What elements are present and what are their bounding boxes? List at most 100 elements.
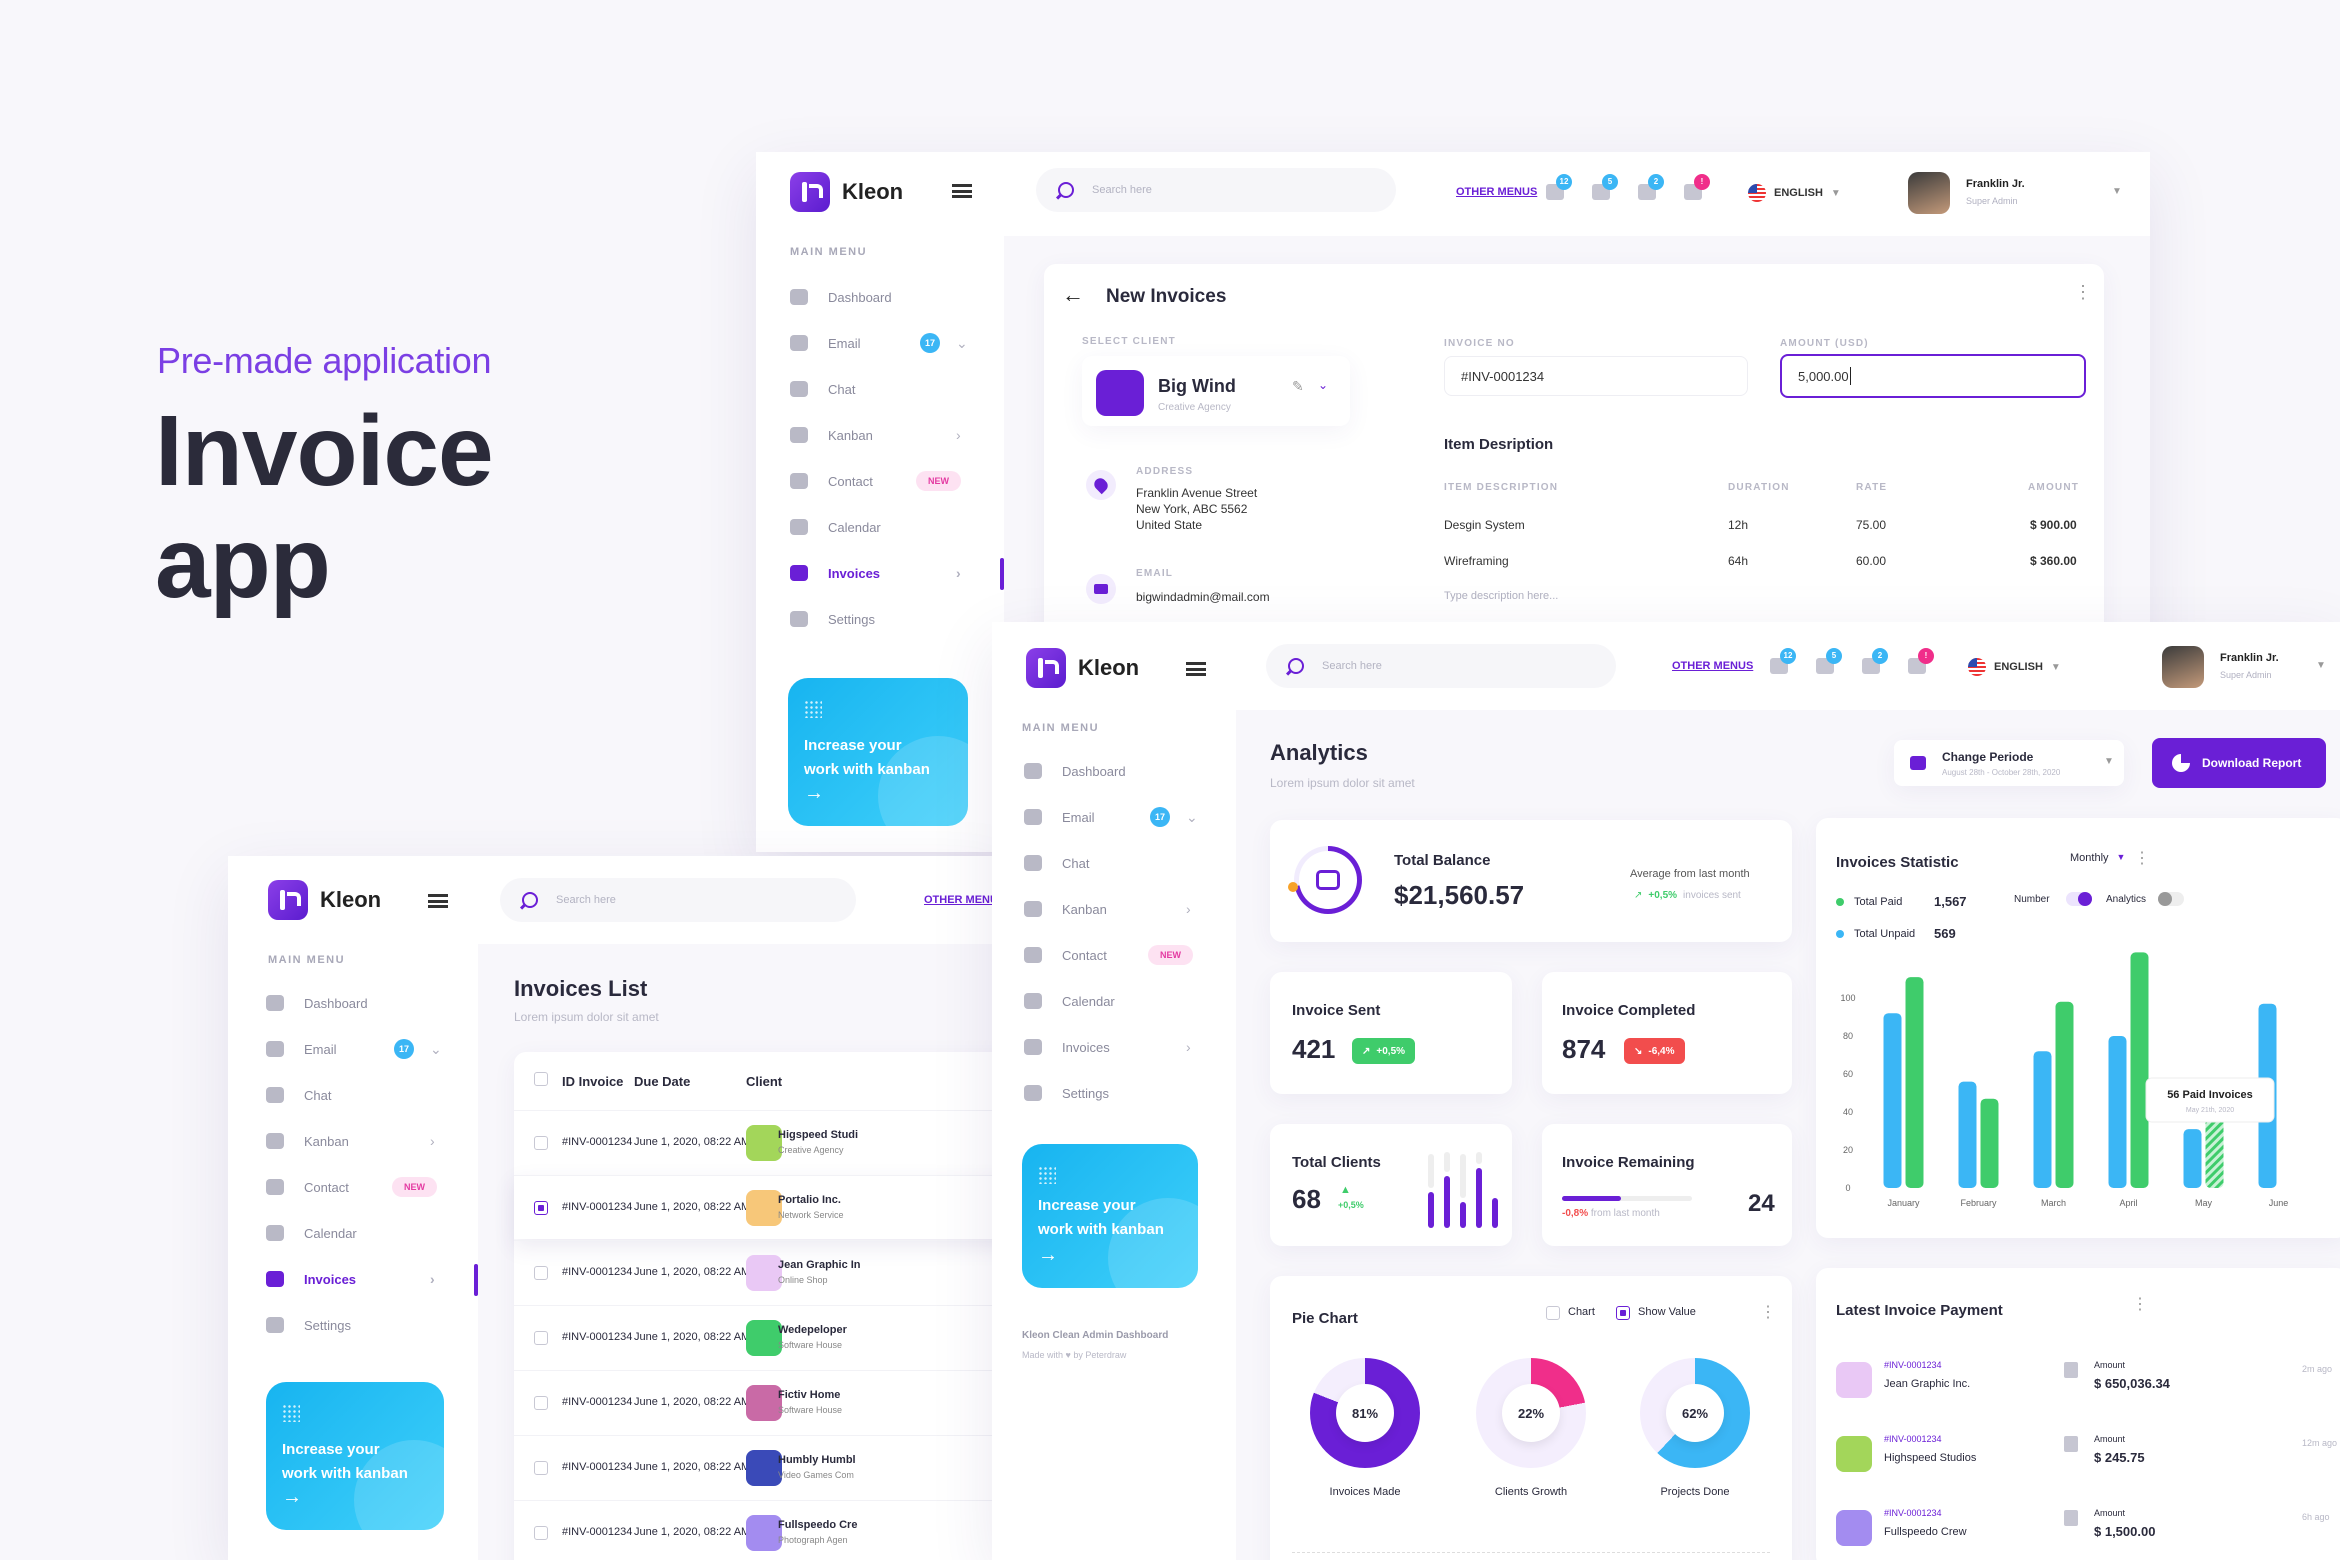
client-name: Big Wind: [1158, 376, 1236, 396]
language-label: ENGLISH: [1774, 187, 1823, 199]
sidebar-item-dashboard[interactable]: Dashboard: [756, 282, 1004, 312]
avatar[interactable]: [2162, 646, 2204, 688]
logo-icon: [268, 880, 308, 920]
sidebar-item-kanban[interactable]: Kanban ›: [228, 1126, 478, 1156]
table-row[interactable]: #INV-0001234 June 1, 2020, 08:22 AM Port…: [514, 1175, 1008, 1239]
sidebar-item-email[interactable]: Email 17 ⌄: [756, 328, 1004, 358]
row-checkbox[interactable]: [534, 1266, 548, 1280]
item-desc: Wireframing: [1444, 554, 1509, 568]
invoice-remaining-value: 24: [1748, 1190, 1775, 1217]
sidebar-item-invoices[interactable]: Invoices ›: [992, 1032, 1236, 1062]
amount-field[interactable]: 5,000.00: [1780, 354, 2086, 398]
gift-icon[interactable]: 5: [1592, 174, 1618, 200]
page-title: Invoices List: [514, 976, 648, 1001]
other-menus-link[interactable]: OTHER MENUS: [1672, 660, 1754, 672]
kanban-promo-card[interactable]: Increase your work with kanban →: [1022, 1144, 1198, 1288]
invoice-id: #INV-0001234: [562, 1331, 633, 1343]
sidebar-item-calendar[interactable]: Calendar: [756, 512, 1004, 542]
sidebar-item-chat[interactable]: Chat: [228, 1080, 478, 1110]
sidebar-item-settings[interactable]: Settings: [228, 1310, 478, 1340]
bell-icon[interactable]: 12: [1546, 174, 1572, 200]
language-select[interactable]: ENGLISH ▼: [1748, 184, 1841, 202]
sidebar-item-settings[interactable]: Settings: [756, 604, 1004, 634]
menu-toggle-icon[interactable]: [952, 184, 972, 198]
sidebar-item-contact[interactable]: Contact NEW: [228, 1172, 478, 1202]
analytics-toggle[interactable]: Analytics: [2106, 892, 2185, 906]
other-menus-link[interactable]: OTHER MENUS: [1456, 186, 1538, 198]
more-options-icon[interactable]: ⋮: [2134, 850, 2150, 867]
col-amount: AMOUNT: [2028, 482, 2080, 493]
search-input[interactable]: Search here: [1036, 168, 1396, 212]
chevron-down-icon[interactable]: ▼: [2112, 186, 2122, 197]
sidebar-item-chat[interactable]: Chat: [992, 848, 1236, 878]
sidebar-item-contact[interactable]: Contact NEW: [756, 466, 1004, 496]
sidebar-item-label: Contact: [828, 473, 873, 489]
cart-icon[interactable]: !: [1684, 174, 1710, 200]
table-row[interactable]: #INV-0001234 June 1, 2020, 08:22 AM Jean…: [514, 1240, 1008, 1304]
table-row[interactable]: #INV-0001234 June 1, 2020, 08:22 AM Full…: [514, 1500, 1008, 1560]
chart-checkbox[interactable]: [1546, 1306, 1560, 1320]
table-row[interactable]: #INV-0001234 June 1, 2020, 08:22 AM Wede…: [514, 1305, 1008, 1369]
payment-row[interactable]: #INV-0001234 Fullspeedo Crew Amount $ 1,…: [1816, 1504, 2340, 1560]
back-arrow-icon[interactable]: ←: [1062, 282, 1084, 307]
table-row[interactable]: #INV-0001234 June 1, 2020, 08:22 AM Humb…: [514, 1435, 1008, 1499]
message-icon[interactable]: 2: [1638, 174, 1664, 200]
sidebar-item-kanban[interactable]: Kanban ›: [992, 894, 1236, 924]
language-select[interactable]: ENGLISH ▼: [1968, 658, 2061, 676]
invoice-no-field[interactable]: #INV-0001234: [1444, 356, 1748, 396]
sidebar-item-calendar[interactable]: Calendar: [228, 1218, 478, 1248]
bell-icon[interactable]: 12: [1770, 648, 1796, 674]
sidebar-item-email[interactable]: Email 17 ⌄: [228, 1034, 478, 1064]
sidebar-item-chat[interactable]: Chat: [756, 374, 1004, 404]
cart-icon[interactable]: !: [1908, 648, 1934, 674]
payment-row[interactable]: #INV-0001234 Jean Graphic Inc. Amount $ …: [1816, 1356, 2340, 1420]
item-rate: 60.00: [1856, 554, 1887, 568]
row-checkbox[interactable]: [534, 1201, 548, 1215]
sidebar-item-dashboard[interactable]: Dashboard: [992, 756, 1236, 786]
amount-label: Amount: [2094, 1434, 2126, 1444]
select-all-checkbox[interactable]: [534, 1072, 548, 1086]
search-input[interactable]: Search here: [500, 878, 856, 922]
sidebar-item-email[interactable]: Email 17 ⌄: [992, 802, 1236, 832]
table-row[interactable]: #INV-0001234 June 1, 2020, 08:22 AM Fict…: [514, 1370, 1008, 1434]
sidebar-item-kanban[interactable]: Kanban ›: [756, 420, 1004, 450]
sidebar-item-contact[interactable]: Contact NEW: [992, 940, 1236, 970]
more-options-icon[interactable]: ⋮: [1760, 1304, 1776, 1321]
sidebar-item-invoices[interactable]: Invoices ›: [228, 1264, 478, 1294]
number-toggle[interactable]: Number: [2014, 892, 2092, 906]
period-select[interactable]: Change Periode August 28th - October 28t…: [1894, 740, 2124, 786]
period-dropdown[interactable]: Monthly ▼: [2070, 852, 2125, 864]
search-input[interactable]: Search here: [1266, 644, 1616, 688]
chevron-down-icon[interactable]: ▼: [2316, 660, 2326, 671]
client-select[interactable]: Big Wind Creative Agency ✎ ⌄: [1082, 356, 1350, 426]
message-icon[interactable]: 2: [1862, 648, 1888, 674]
chevron-down-icon[interactable]: ⌄: [1318, 378, 1329, 392]
sidebar-item-calendar[interactable]: Calendar: [992, 986, 1236, 1016]
download-report-button[interactable]: Download Report: [2152, 738, 2326, 788]
sidebar-item-dashboard[interactable]: Dashboard: [228, 988, 478, 1018]
kanban-promo-card[interactable]: Increase your work with kanban →: [788, 678, 968, 826]
avatar[interactable]: [1908, 172, 1950, 214]
arrow-right-icon: →: [804, 782, 824, 804]
other-menus-link[interactable]: OTHER MENUS: [924, 894, 1006, 906]
row-checkbox[interactable]: [534, 1136, 548, 1150]
show-value-checkbox[interactable]: [1616, 1306, 1630, 1320]
row-checkbox[interactable]: [534, 1526, 548, 1540]
sidebar-item-invoices[interactable]: Invoices ›: [756, 558, 1004, 588]
menu-toggle-icon[interactable]: [1186, 662, 1206, 676]
payment-row[interactable]: #INV-0001234 Highspeed Studios Amount $ …: [1816, 1430, 2340, 1494]
menu-toggle-icon[interactable]: [428, 894, 448, 908]
sidebar-item-settings[interactable]: Settings: [992, 1078, 1236, 1108]
total-balance-value: $21,560.57: [1394, 880, 1525, 910]
edit-icon[interactable]: ✎: [1292, 378, 1304, 394]
row-checkbox[interactable]: [534, 1461, 548, 1475]
new-item-description-input[interactable]: Type description here...: [1444, 590, 1559, 602]
table-row[interactable]: #INV-0001234 June 1, 2020, 08:22 AM Higs…: [514, 1110, 1008, 1174]
more-options-icon[interactable]: ⋮: [2132, 1296, 2148, 1313]
row-checkbox[interactable]: [534, 1396, 548, 1410]
row-checkbox[interactable]: [534, 1331, 548, 1345]
gift-icon[interactable]: 5: [1816, 648, 1842, 674]
more-options-icon[interactable]: ⋮: [2074, 282, 2092, 302]
kanban-promo-card[interactable]: Increase your work with kanban →: [266, 1382, 444, 1530]
search-placeholder: Search here: [1092, 184, 1152, 196]
